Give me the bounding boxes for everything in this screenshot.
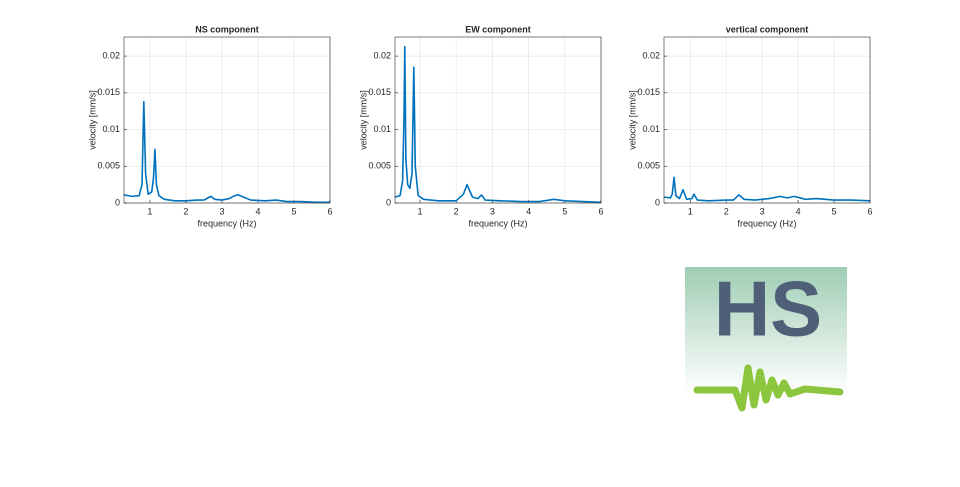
x-tick-label: 2 (454, 206, 459, 216)
x-tick-label: 6 (598, 206, 603, 216)
y-tick-label: 0.015 (368, 87, 391, 97)
chart-title: NS component (195, 24, 259, 34)
logo-background (685, 267, 847, 393)
x-tick-label: 3 (219, 206, 224, 216)
x-tick-label: 6 (327, 206, 332, 216)
x-tick-label: 4 (526, 206, 531, 216)
axes-box (123, 36, 331, 204)
y-tick-label: 0.01 (642, 124, 660, 134)
x-tick-label: 2 (183, 206, 188, 216)
plot-area (124, 37, 330, 203)
y-tick-label: 0.005 (637, 161, 660, 171)
y-tick-label: 0.005 (97, 161, 120, 171)
plot-area (395, 37, 601, 203)
y-axis-label: velocity [mm/s] (627, 90, 637, 150)
y-axis-label: velocity [mm/s] (87, 90, 97, 150)
y-tick-label: 0 (655, 197, 660, 207)
x-axis-label: frequency (Hz) (737, 218, 796, 228)
line (123, 100, 330, 204)
chart-title: vertical component (726, 24, 809, 34)
x-tick-label: 1 (147, 206, 152, 216)
axes-box (663, 36, 871, 204)
x-tick-label: 6 (867, 206, 872, 216)
plot-area (664, 37, 870, 203)
x-tick-label: 5 (291, 206, 296, 216)
y-tick-label: 0.02 (102, 50, 120, 60)
x-tick-label: 4 (796, 206, 801, 216)
axes-box (394, 36, 602, 204)
y-tick-label: 0.01 (373, 124, 391, 134)
logo-text: HS (714, 265, 822, 353)
y-tick-label: 0 (115, 197, 120, 207)
x-tick-label: 1 (688, 206, 693, 216)
y-tick-label: 0.02 (642, 50, 660, 60)
chart-title: EW component (465, 24, 531, 34)
y-tick-label: 0.015 (97, 87, 120, 97)
y-tick-label: 0.005 (368, 161, 391, 171)
x-tick-label: 1 (417, 206, 422, 216)
y-tick-label: 0.01 (102, 124, 120, 134)
x-axis-label: frequency (Hz) (197, 218, 256, 228)
logo-wave (693, 364, 844, 412)
x-tick-label: 2 (724, 206, 729, 216)
y-tick-label: 0.02 (373, 50, 391, 60)
x-axis-label: frequency (Hz) (468, 218, 527, 228)
x-tick-label: 5 (562, 206, 567, 216)
x-tick-label: 3 (490, 206, 495, 216)
x-tick-label: 5 (832, 206, 837, 216)
y-tick-label: 0.015 (637, 87, 660, 97)
x-tick-label: 4 (255, 206, 260, 216)
x-tick-label: 3 (760, 206, 765, 216)
line (394, 45, 602, 204)
y-axis-label: velocity [mm/s] (358, 90, 368, 150)
line (663, 176, 871, 202)
y-tick-label: 0 (386, 197, 391, 207)
logo: HS (685, 265, 847, 412)
